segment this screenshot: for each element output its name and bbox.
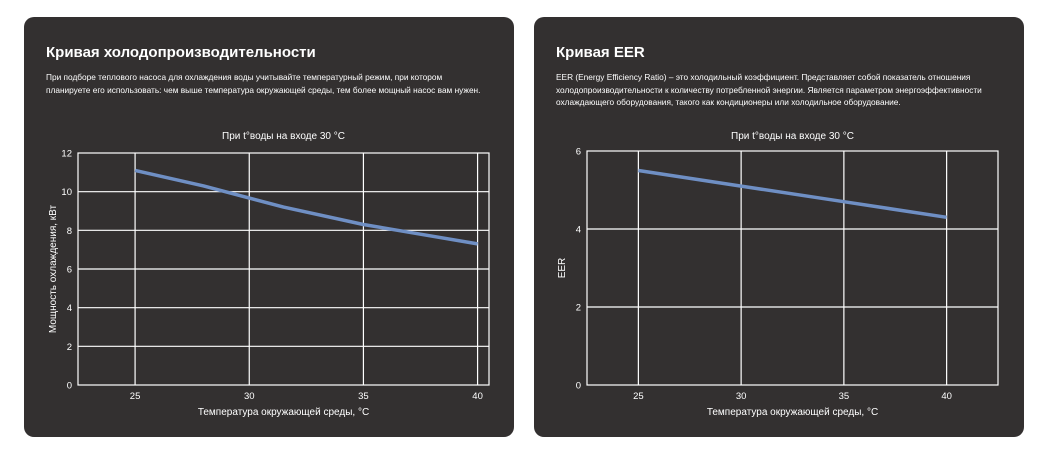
y-tick-label: 4: [67, 303, 72, 314]
plot-frame: [586, 150, 999, 386]
y-tick-label: 4: [576, 225, 581, 236]
eer-title: Кривая EER: [556, 44, 645, 61]
x-tick-label: 30: [736, 391, 747, 402]
y-tick-label: 8: [67, 226, 72, 237]
chart-title: При t°воды на входе 30 °C: [222, 131, 345, 142]
y-tick-label: 0: [576, 381, 581, 392]
cooling-capacity-card: Кривая холодопроизводительности При подб…: [24, 17, 514, 437]
cooling-capacity-chart: 25 30 35 40 0 2 4 6 8 10 12 При t°воды на входе 30 …: [48, 131, 490, 418]
eer-card: Кривая EER EER (Energy Efficiency Ratio)…: [534, 17, 1024, 437]
y-tick-label: 0: [67, 381, 72, 392]
y-axis-label: Мощность охлаждения, кВт: [48, 204, 59, 333]
x-tick-label: 40: [472, 391, 483, 402]
eer-chart: 25 30 35 40 0 2 4 6 При t°воды на входе 30 °C Тем…: [557, 131, 999, 418]
y-tick-label: 6: [67, 265, 72, 276]
x-tick-label: 30: [244, 391, 255, 402]
cooling-capacity-description: При подборе теплового насоса для охлажде…: [46, 72, 481, 95]
y-axis-label: EER: [557, 258, 568, 279]
x-tick-label: 25: [130, 391, 141, 402]
y-tick-label: 10: [61, 187, 72, 198]
eer-description: EER (Energy Efficiency Ratio) – это холо…: [556, 72, 982, 107]
x-axis-label: Температура окружающей среды, °C: [198, 407, 369, 418]
x-tick-label: 35: [839, 391, 850, 402]
y-tick-label: 12: [61, 149, 72, 160]
y-tick-label: 2: [576, 303, 581, 314]
chart-title: При t°воды на входе 30 °C: [731, 131, 854, 142]
x-tick-label: 25: [633, 391, 644, 402]
x-axis-label: Температура окружающей среды, °C: [707, 407, 878, 418]
series-line: [134, 168, 478, 246]
series-line: [638, 168, 947, 220]
y-tick-label: 2: [67, 342, 72, 353]
x-tick-label: 35: [358, 391, 369, 402]
cooling-capacity-title: Кривая холодопроизводительности: [46, 44, 316, 61]
y-tick-label: 6: [576, 147, 581, 158]
x-tick-label: 40: [941, 391, 952, 402]
